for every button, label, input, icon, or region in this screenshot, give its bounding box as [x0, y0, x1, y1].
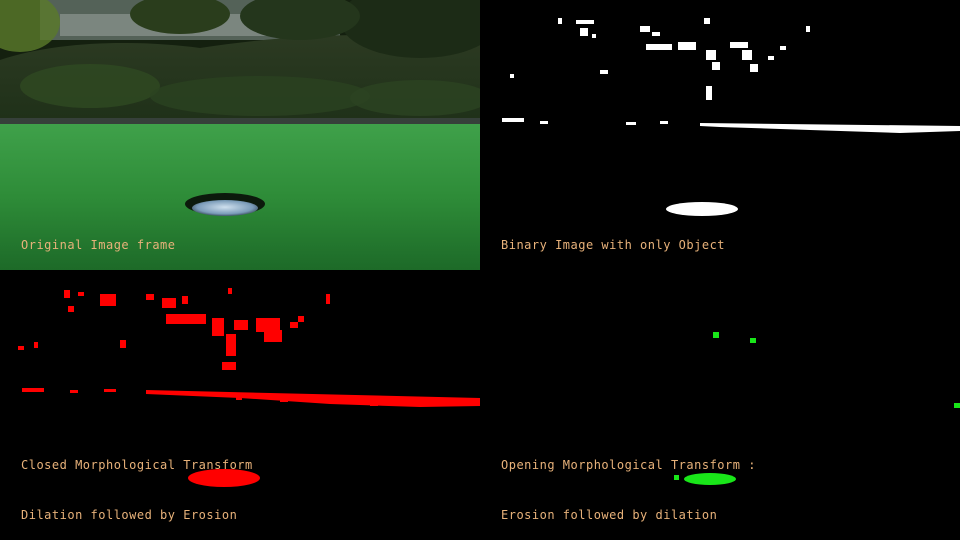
opened-transform-panel: Opening Morphological Transform : Erosio… — [480, 270, 960, 540]
opened-transform-sublabel: Erosion followed by dilation — [501, 508, 718, 522]
closed-mask — [18, 288, 480, 487]
closed-transform-label: Closed Morphological Transform — [21, 458, 253, 472]
closed-transform-panel: Closed Morphological Transform Dilation … — [0, 270, 480, 540]
binary-image-panel: Binary Image with only Object — [480, 0, 960, 270]
binary-mask — [502, 18, 960, 216]
original-image-label: Original Image frame — [21, 238, 176, 252]
golf-hole — [192, 200, 258, 216]
closed-transform-sublabel: Dilation followed by Erosion — [21, 508, 238, 522]
original-image-frame — [0, 0, 480, 270]
original-image-panel: Original Image frame — [0, 0, 480, 270]
opened-transform-label: Opening Morphological Transform : — [501, 458, 756, 472]
opened-mask — [674, 332, 960, 485]
binary-image-label: Binary Image with only Object — [501, 238, 726, 252]
